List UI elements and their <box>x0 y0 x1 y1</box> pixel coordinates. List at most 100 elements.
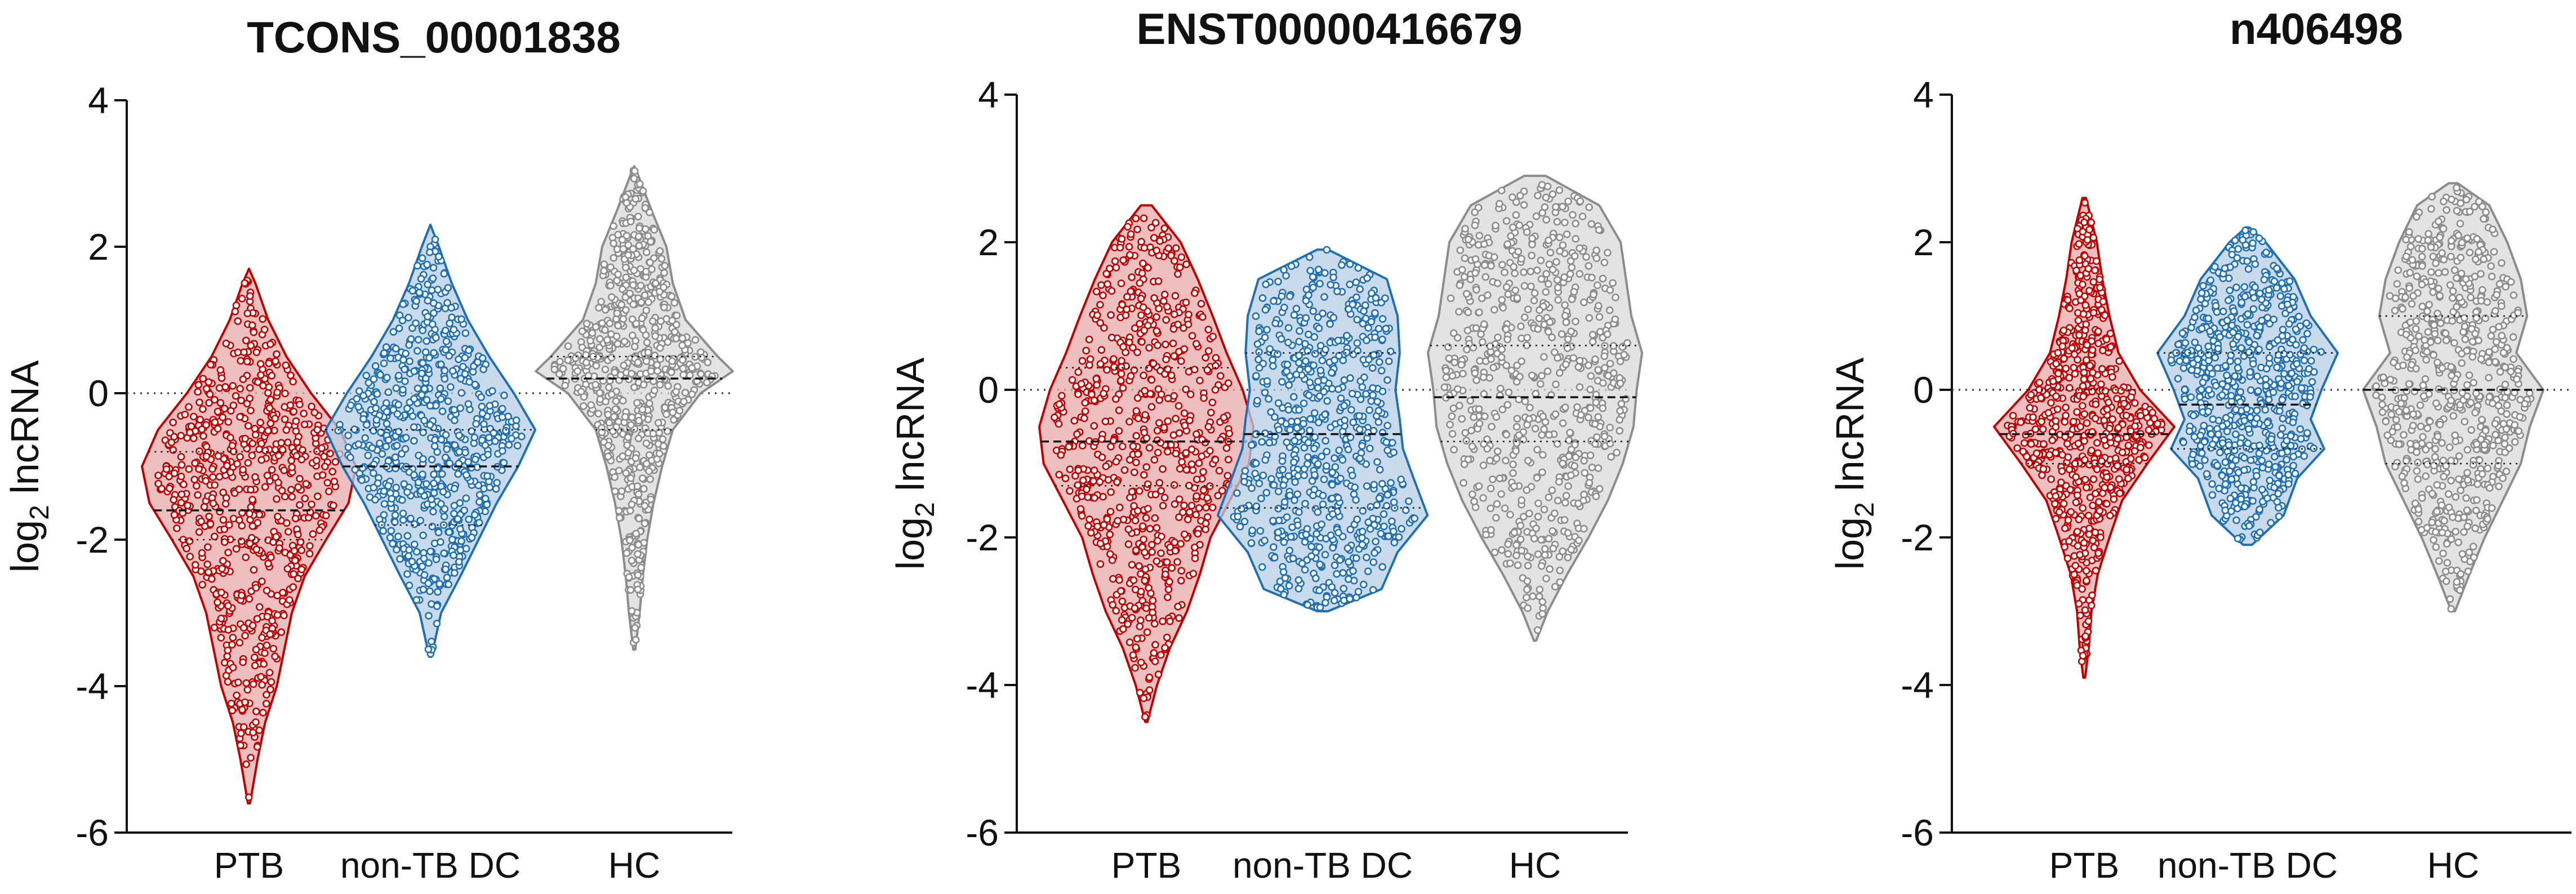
data-point <box>280 466 288 474</box>
data-point <box>1137 616 1145 624</box>
data-point <box>1322 462 1331 470</box>
data-point <box>1171 292 1180 300</box>
data-point <box>1502 456 1510 465</box>
data-point <box>640 519 649 528</box>
data-point <box>211 395 219 404</box>
data-point <box>1595 226 1603 234</box>
data-point <box>1146 390 1154 398</box>
data-point <box>240 348 248 357</box>
data-point <box>2065 373 2074 382</box>
data-point <box>441 505 449 513</box>
data-point <box>446 319 454 327</box>
data-point <box>2079 228 2087 236</box>
data-point <box>399 355 407 364</box>
data-point <box>1471 221 1479 229</box>
data-point <box>1331 454 1338 462</box>
data-point <box>272 533 281 541</box>
data-point <box>1081 407 1089 415</box>
data-point <box>2092 567 2100 575</box>
data-point <box>1171 546 1180 555</box>
data-point <box>1564 335 1572 344</box>
data-point <box>2111 454 2120 462</box>
data-point <box>285 596 293 604</box>
data-point <box>388 495 396 503</box>
data-point <box>1346 595 1354 603</box>
data-point <box>1358 527 1367 536</box>
data-point <box>627 217 635 226</box>
data-point <box>402 349 410 358</box>
data-point <box>2148 408 2156 417</box>
data-point <box>2070 350 2079 358</box>
data-point <box>475 498 483 506</box>
data-point <box>412 596 421 604</box>
data-point <box>605 383 613 392</box>
data-point <box>1135 562 1143 570</box>
data-point <box>488 387 496 395</box>
y-axis-label: log2 lncRNA <box>3 360 55 572</box>
data-point <box>2079 652 2087 660</box>
data-point <box>647 367 655 375</box>
data-point <box>177 472 185 481</box>
data-point <box>396 555 404 563</box>
data-point <box>1553 276 1561 284</box>
data-point <box>461 354 469 362</box>
data-point <box>1107 311 1115 319</box>
data-point <box>1523 593 1531 602</box>
data-point <box>1169 325 1178 333</box>
data-point <box>273 495 281 503</box>
data-point <box>241 279 249 287</box>
data-point <box>1328 385 1336 393</box>
data-point <box>637 563 645 572</box>
data-point <box>1532 212 1541 220</box>
data-point <box>408 287 417 295</box>
data-point <box>1279 481 1288 490</box>
data-point <box>1248 526 1256 535</box>
y-tick-label: -4 <box>966 664 999 706</box>
data-point <box>1383 446 1391 455</box>
data-point <box>1184 320 1193 328</box>
data-point <box>1159 465 1167 473</box>
data-point <box>1096 478 1104 486</box>
data-point <box>1519 435 1528 444</box>
data-point <box>1061 474 1070 483</box>
data-point <box>191 459 199 468</box>
data-point <box>1285 546 1294 555</box>
data-point <box>1287 533 1295 541</box>
data-point <box>274 451 283 460</box>
data-point <box>1345 558 1352 566</box>
data-point <box>1156 651 1165 659</box>
data-point <box>443 445 451 453</box>
data-point <box>1145 673 1154 682</box>
data-point <box>1561 312 1569 320</box>
data-point <box>2086 362 2094 370</box>
data-point <box>1383 421 1391 430</box>
data-point <box>455 558 463 566</box>
data-point <box>1078 512 1086 520</box>
data-point <box>620 361 628 370</box>
data-point <box>233 691 241 700</box>
data-point <box>1580 298 1588 306</box>
data-point <box>1078 492 1086 500</box>
data-point <box>244 459 252 467</box>
data-point <box>1333 287 1341 296</box>
data-point <box>611 473 619 481</box>
data-point <box>1538 372 1546 380</box>
x-category-label: HC <box>1509 845 1561 886</box>
data-point <box>1517 322 1525 331</box>
data-point <box>455 448 464 456</box>
data-point <box>2116 406 2124 415</box>
data-point <box>630 266 638 274</box>
data-point <box>1446 420 1454 429</box>
data-point <box>362 371 371 380</box>
data-point <box>2102 335 2111 344</box>
data-point <box>364 451 372 460</box>
data-point <box>1109 601 1116 609</box>
data-point <box>201 522 209 531</box>
data-point <box>1055 400 1064 408</box>
data-point <box>1140 471 1148 479</box>
data-point <box>615 466 623 475</box>
data-point <box>1524 456 1532 465</box>
data-point <box>1206 447 1214 455</box>
data-point <box>1178 458 1186 466</box>
